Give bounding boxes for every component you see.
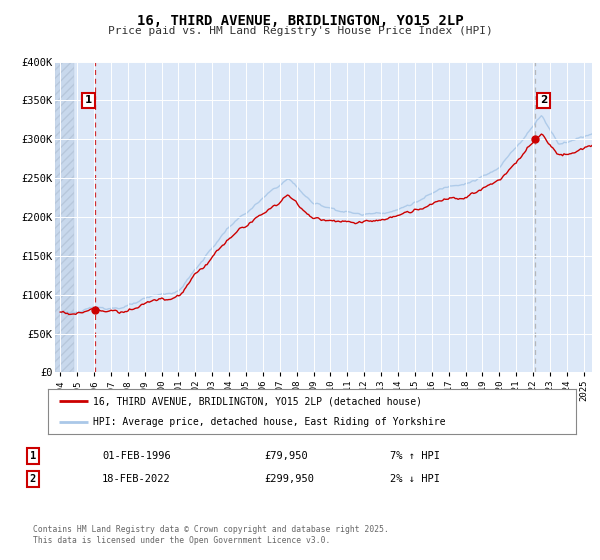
Text: 2% ↓ HPI: 2% ↓ HPI xyxy=(390,474,440,484)
Text: £79,950: £79,950 xyxy=(264,451,308,461)
Text: 7% ↑ HPI: 7% ↑ HPI xyxy=(390,451,440,461)
Text: 1: 1 xyxy=(85,95,92,105)
Text: 16, THIRD AVENUE, BRIDLINGTON, YO15 2LP (detached house): 16, THIRD AVENUE, BRIDLINGTON, YO15 2LP … xyxy=(93,396,422,407)
Text: 2: 2 xyxy=(540,95,547,105)
Text: 1: 1 xyxy=(30,451,36,461)
Text: Contains HM Land Registry data © Crown copyright and database right 2025.
This d: Contains HM Land Registry data © Crown c… xyxy=(33,525,389,545)
Text: 18-FEB-2022: 18-FEB-2022 xyxy=(102,474,171,484)
Bar xyxy=(55,62,74,372)
Text: 2: 2 xyxy=(30,474,36,484)
Text: Price paid vs. HM Land Registry's House Price Index (HPI): Price paid vs. HM Land Registry's House … xyxy=(107,26,493,36)
Text: £299,950: £299,950 xyxy=(264,474,314,484)
Text: 16, THIRD AVENUE, BRIDLINGTON, YO15 2LP: 16, THIRD AVENUE, BRIDLINGTON, YO15 2LP xyxy=(137,14,463,28)
Text: HPI: Average price, detached house, East Riding of Yorkshire: HPI: Average price, detached house, East… xyxy=(93,417,445,427)
Text: 01-FEB-1996: 01-FEB-1996 xyxy=(102,451,171,461)
